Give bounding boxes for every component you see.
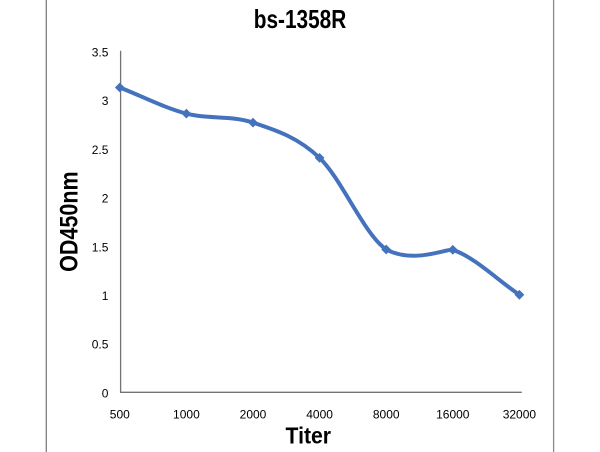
svg-text:500: 500 [110,408,130,422]
svg-text:16000: 16000 [436,408,470,422]
svg-text:bs-1358R: bs-1358R [254,4,347,34]
svg-text:Titer: Titer [286,423,332,449]
svg-text:2000: 2000 [240,408,267,422]
svg-text:0: 0 [102,386,109,400]
svg-text:1.5: 1.5 [92,240,109,254]
svg-text:32000: 32000 [503,408,537,422]
svg-text:3: 3 [102,94,109,108]
svg-text:1: 1 [102,289,109,303]
svg-text:OD450nm: OD450nm [56,171,84,272]
svg-text:8000: 8000 [373,408,400,422]
svg-text:1000: 1000 [173,408,200,422]
svg-text:4000: 4000 [306,408,333,422]
svg-text:2.5: 2.5 [92,143,109,157]
svg-text:0.5: 0.5 [92,338,109,352]
svg-text:2: 2 [102,192,109,206]
svg-text:3.5: 3.5 [92,46,109,60]
